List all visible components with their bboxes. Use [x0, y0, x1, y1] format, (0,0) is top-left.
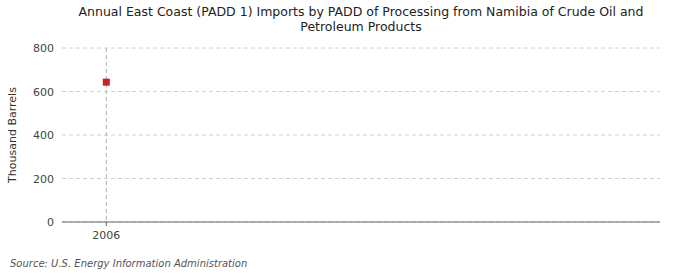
y-tick-label: 400	[33, 129, 54, 142]
title: Annual East Coast (PADD 1) Imports by PA…	[79, 4, 644, 34]
marks	[103, 79, 110, 86]
grid	[62, 48, 660, 222]
chart: Annual East Coast (PADD 1) Imports by PA…	[0, 0, 675, 275]
y-tick-label: 200	[33, 173, 54, 186]
y-grid-line	[62, 135, 660, 136]
annotation: Source: U.S. Energy Information Administ…	[10, 258, 247, 269]
y-tick-label: 800	[33, 42, 54, 55]
y-grid-line	[62, 222, 660, 223]
title-line: Petroleum Products	[300, 19, 421, 34]
title-line: Annual East Coast (PADD 1) Imports by PA…	[79, 4, 644, 19]
x-tick-label: 2006	[92, 229, 120, 242]
y-grid-line	[62, 91, 660, 92]
y-tick-label: 600	[33, 86, 54, 99]
y-grid-line	[62, 178, 660, 179]
y-tick-label: 0	[47, 216, 54, 229]
y-grid-line	[62, 48, 660, 49]
x-grid-line	[106, 48, 107, 222]
point	[103, 79, 110, 86]
y-axis-label: Thousand Barrels	[6, 87, 19, 184]
x-tick	[106, 222, 107, 226]
x-axis-line	[62, 222, 660, 223]
